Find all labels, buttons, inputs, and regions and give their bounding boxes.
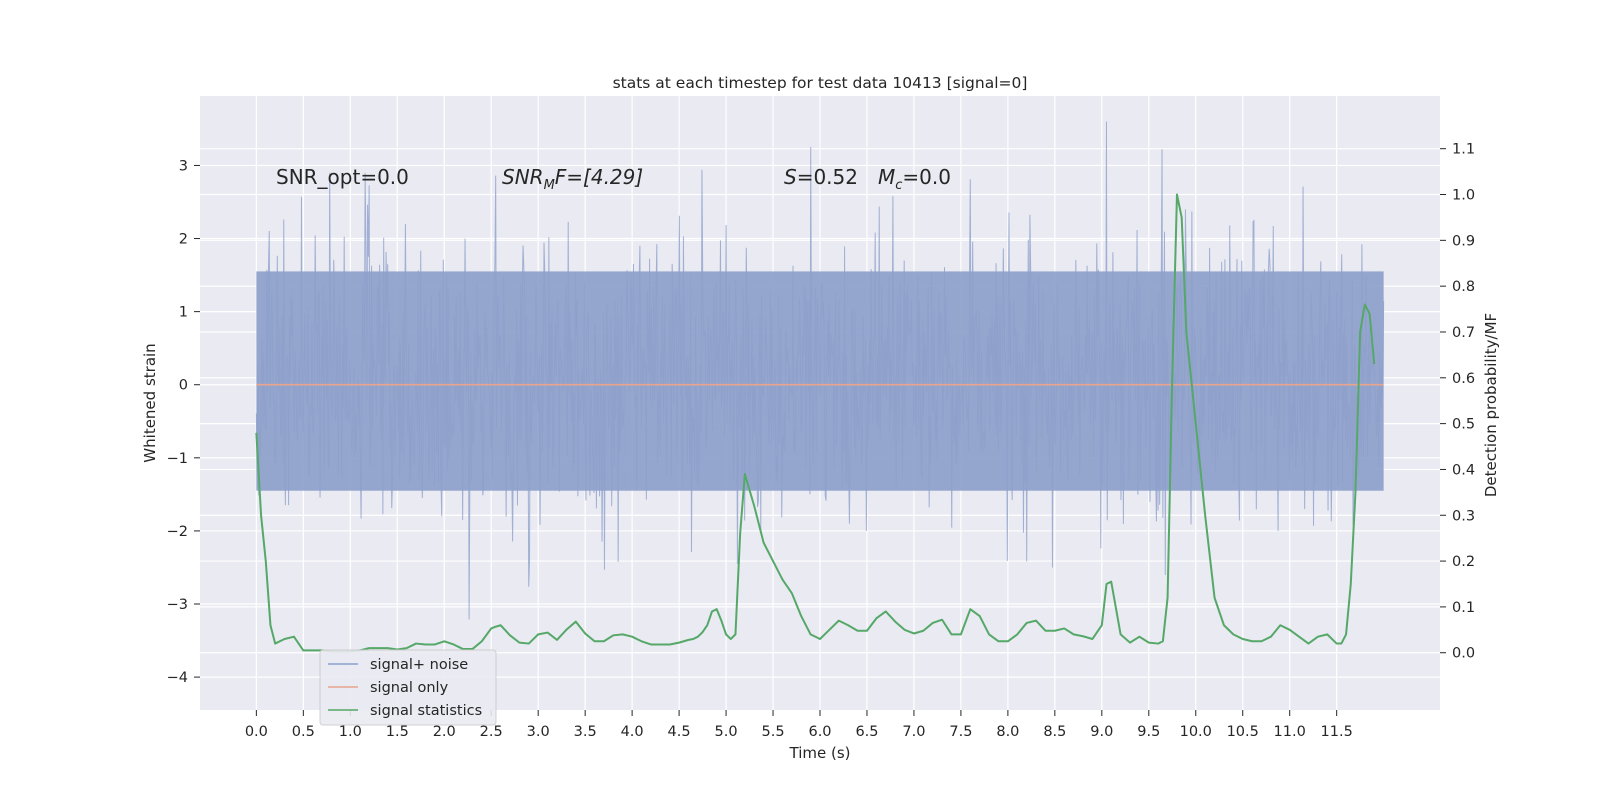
x-tick-label-8: 4.0: [621, 724, 644, 740]
y2-tick-label-5: 0.5: [1452, 417, 1475, 433]
y2-tick-label-2: 0.2: [1452, 554, 1475, 570]
x-tick-label-7: 3.5: [574, 724, 597, 740]
x-tick-label-13: 6.5: [855, 724, 878, 740]
annotation-snr-opt: SNR_opt=0.0: [276, 165, 409, 189]
x-tick-label-1: 0.5: [292, 724, 315, 740]
x-tick-label-10: 5.0: [715, 724, 738, 740]
annotation-s-symbol: S: [784, 165, 797, 189]
annotations: SNR_opt=0.0 SNRMF=[4.29] S=0.52 Mc=0.0: [276, 165, 951, 193]
x-tick-label-17: 8.5: [1043, 724, 1066, 740]
x-tick-label-0: 0.0: [245, 724, 268, 740]
x-tick-label-14: 7.0: [902, 724, 925, 740]
legend-label-signal: signal only: [370, 680, 449, 696]
x-tick-label-21: 10.5: [1227, 724, 1259, 740]
x-tick-label-4: 2.0: [433, 724, 456, 740]
x-tick-label-2: 1.0: [339, 724, 362, 740]
y2-tick-label-8: 0.8: [1452, 279, 1475, 295]
y-axis-label: Whitened strain: [141, 343, 159, 462]
y-tick-label-4: 0: [179, 378, 188, 394]
y2-tick-label-1: 0.1: [1452, 600, 1475, 616]
x-tick-label-19: 9.5: [1137, 724, 1160, 740]
y2-tick-label-11: 1.1: [1452, 142, 1475, 158]
x-tick-label-22: 11.0: [1274, 724, 1306, 740]
x-tick-label-12: 6.0: [808, 724, 831, 740]
y-axis-left: −4 −3 −2 −1 0 1 2 3: [167, 158, 200, 686]
x-tick-label-3: 1.5: [386, 724, 409, 740]
legend-label-stats: signal statistics: [370, 703, 482, 719]
annotation-snr-mf: SNRMF=[4.29]: [502, 165, 643, 193]
signal-statistics-line: [255, 193, 1376, 653]
signal-statistics-series: [255, 193, 1376, 653]
x-tick-label-5: 2.5: [480, 724, 503, 740]
annotation-mc: Mc=0.0: [878, 165, 951, 193]
annotation-snr-mf-sub: M: [544, 178, 555, 193]
legend: signal+ noise signal only signal statist…: [319, 649, 497, 726]
y-tick-label-0: −4: [167, 670, 188, 686]
y-tick-label-5: 1: [179, 305, 188, 321]
y-tick-label-7: 3: [179, 158, 188, 174]
annotation-s: S=0.52: [784, 165, 858, 189]
annotation-mc-sub: c: [895, 178, 902, 193]
y2-tick-label-7: 0.7: [1452, 325, 1475, 341]
legend-box: [319, 649, 497, 726]
x-tick-label-15: 7.5: [949, 724, 972, 740]
y-tick-label-6: 2: [179, 232, 188, 248]
y2-tick-label-10: 1.0: [1452, 188, 1475, 204]
x-tick-label-11: 5.5: [761, 724, 784, 740]
annotation-snr-mf-suffix: F=[4.29]: [555, 165, 643, 189]
x-tick-label-20: 10.0: [1180, 724, 1212, 740]
x-tick-label-6: 3.0: [527, 724, 550, 740]
y-tick-label-2: −2: [167, 524, 188, 540]
annotation-snr-mf-prefix: SNR: [502, 165, 544, 189]
x-tick-label-16: 8.0: [996, 724, 1019, 740]
y2-tick-label-6: 0.6: [1452, 371, 1475, 387]
y2-tick-label-3: 0.3: [1452, 508, 1475, 524]
y2-axis-label: Detection probability/MF: [1482, 313, 1500, 497]
x-axis: 0.0 0.5 1.0 1.5 2.0 2.5 3.0 3.5 4.0 4.5 5.0 5.5 6.0 6…: [245, 710, 1353, 740]
noise-line: [255, 121, 1385, 620]
y2-tick-label-0: 0.0: [1452, 646, 1475, 662]
noise-series: [255, 121, 1385, 620]
y2-tick-label-9: 0.9: [1452, 233, 1475, 249]
annotation-mc-symbol: M: [878, 165, 895, 189]
annotation-s-value: =0.52: [797, 165, 858, 189]
y-tick-label-3: −1: [167, 451, 188, 467]
x-tick-label-9: 4.5: [668, 724, 691, 740]
x-tick-label-23: 11.5: [1321, 724, 1353, 740]
annotation-mc-value: =0.0: [902, 165, 951, 189]
x-tick-label-18: 9.0: [1090, 724, 1113, 740]
y-axis-right: 0.0 0.1 0.2 0.3 0.4 0.5 0.6 0.7 0.8 0.9 1.0 1.1: [1440, 142, 1475, 662]
y-tick-label-1: −3: [167, 597, 188, 613]
chart-title: stats at each timestep for test data 104…: [613, 74, 1028, 92]
legend-label-noise: signal+ noise: [370, 657, 468, 673]
y2-tick-label-4: 0.4: [1452, 462, 1475, 478]
x-axis-label: Time (s): [789, 744, 851, 762]
